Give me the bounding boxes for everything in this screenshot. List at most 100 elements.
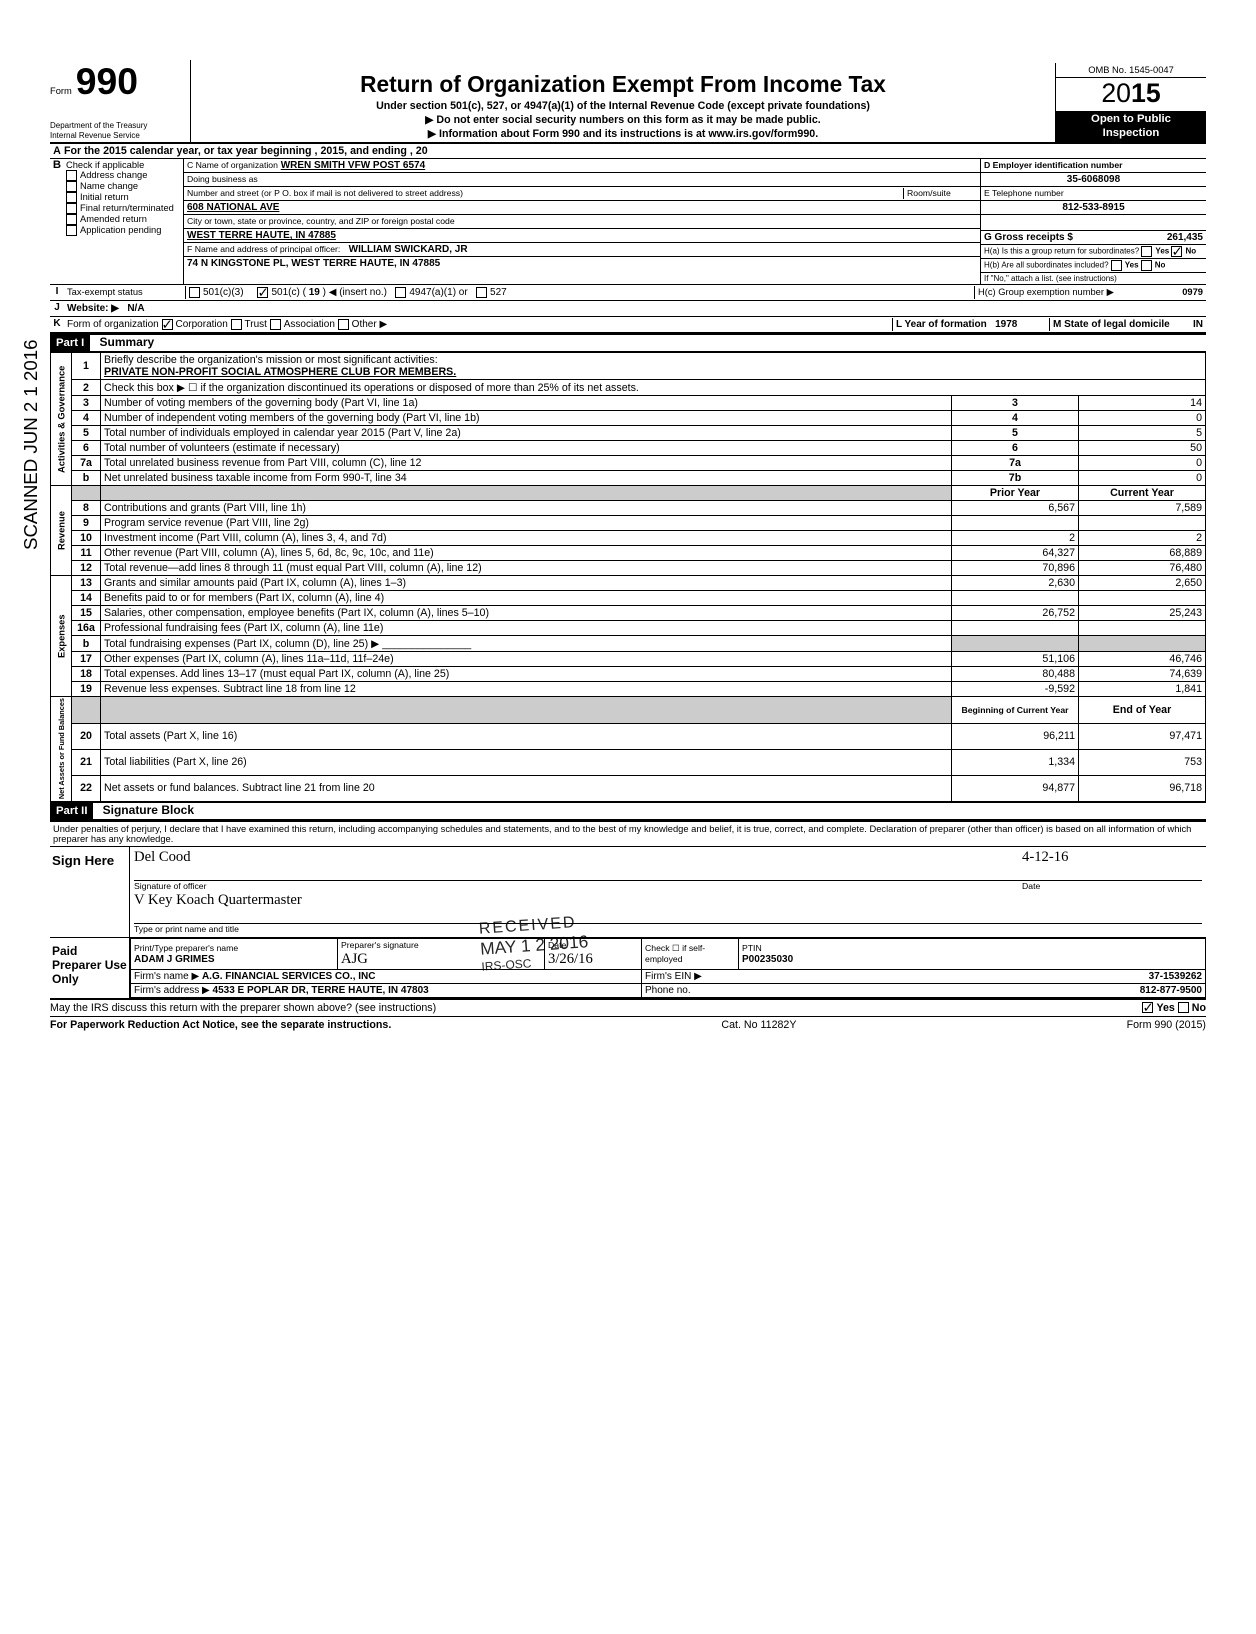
gov-b-5: 7b (952, 471, 1079, 486)
checkbox-trust[interactable] (231, 319, 242, 330)
checkbox-501c[interactable] (257, 287, 268, 298)
rev-p-3: 64,327 (952, 546, 1079, 561)
inspection: Inspection (1056, 127, 1206, 141)
firm-name-label: Firm's name ▶ (134, 971, 199, 982)
footer-right: Form 990 (2015) (1127, 1019, 1206, 1031)
checkbox-527[interactable] (476, 287, 487, 298)
checkbox-initial[interactable] (66, 192, 77, 203)
checkbox-pending[interactable] (66, 225, 77, 236)
net-c-1: 753 (1079, 749, 1206, 775)
rev-p-2: 2 (952, 531, 1079, 546)
opt-501c-num: 19 (309, 287, 320, 298)
exp-p-2: 26,752 (952, 606, 1079, 621)
opt-trust: Trust (245, 319, 267, 330)
line-a-text: For the 2015 calendar year, or tax year … (64, 145, 1206, 157)
d-ein: 35-6068098 (1067, 174, 1120, 185)
net-t-1: Total liabilities (Part X, line 26) (101, 749, 952, 775)
letter-b: B (50, 159, 64, 284)
checkbox-address[interactable] (66, 170, 77, 181)
exp-c-7: 1,841 (1079, 682, 1206, 697)
firm-addr-label: Firm's address ▶ (134, 985, 210, 996)
rev-t-2: Investment income (Part VIII, column (A)… (101, 531, 952, 546)
gov-b-1: 4 (952, 411, 1079, 426)
exp-t-6: Total expenses. Add lines 13–17 (must eq… (101, 667, 952, 682)
e-label: E Telephone number (984, 188, 1064, 198)
rev-n-0: 8 (72, 501, 101, 516)
sig-date: 4-12-16 (1022, 849, 1068, 865)
exp-n-7: 19 (72, 682, 101, 697)
exp-p-5: 51,106 (952, 652, 1079, 667)
checkbox-discuss-yes[interactable] (1142, 1002, 1153, 1013)
letter-j: J (50, 302, 64, 315)
subtitle-1: Under section 501(c), 527, or 4947(a)(1)… (199, 100, 1047, 112)
exp-c-1 (1079, 591, 1206, 606)
checkbox-amended[interactable] (66, 214, 77, 225)
gov-t-1: Number of independent voting members of … (101, 411, 952, 426)
end-hdr: End of Year (1079, 697, 1206, 723)
rev-t-3: Other revenue (Part VIII, column (A), li… (101, 546, 952, 561)
checkbox-corp[interactable] (162, 319, 173, 330)
exp-p-7: -9,592 (952, 682, 1079, 697)
gov-v-5: 0 (1079, 471, 1206, 486)
part-i-header: Part I (50, 335, 90, 351)
group-gov: Activities & Governance (51, 353, 72, 486)
f-label: F Name and address of principal officer: (187, 244, 340, 254)
opt-501c3: 501(c)(3) (203, 287, 244, 298)
check-item-3: Final return/terminated (80, 203, 174, 213)
rev-t-4: Total revenue—add lines 8 through 11 (mu… (101, 561, 952, 576)
gov-n-3: 6 (72, 441, 101, 456)
exp-t-2: Salaries, other compensation, employee b… (101, 606, 952, 621)
checkbox-final[interactable] (66, 203, 77, 214)
exp-n-1: 14 (72, 591, 101, 606)
check-item-5: Application pending (80, 225, 161, 235)
form-label: Form (50, 86, 72, 96)
form-title: Return of Organization Exempt From Incom… (199, 71, 1047, 98)
checkbox-4947[interactable] (395, 287, 406, 298)
checkbox-hb-no[interactable] (1141, 260, 1152, 271)
perjury-text: Under penalties of perjury, I declare th… (50, 822, 1206, 846)
c-label: C Name of organization (187, 160, 278, 170)
no-2: No (1155, 261, 1166, 270)
checkbox-namechange[interactable] (66, 181, 77, 192)
part-i-label: Summary (94, 335, 155, 349)
checkbox-ha-no[interactable] (1171, 246, 1182, 257)
ptin-label: PTIN (742, 943, 762, 953)
dba-label: Doing business as (187, 174, 258, 184)
check-item-4: Amended return (80, 214, 147, 224)
city-label: City or town, state or province, country… (187, 216, 455, 226)
officer-name: V Key Koach Quartermaster (134, 892, 302, 908)
omb-number: OMB No. 1545-0047 (1056, 63, 1206, 78)
checkbox-other[interactable] (338, 319, 349, 330)
firm-ein: 37-1539262 (1149, 971, 1202, 982)
exp-n-3: 16a (72, 621, 101, 636)
check-label: Check if applicable (66, 160, 181, 170)
year-formation-label: L Year of formation (896, 319, 987, 330)
checkbox-501c3[interactable] (189, 287, 200, 298)
d-label: D Employer identification number (984, 160, 1123, 170)
form-org-label: Form of organization (67, 319, 159, 330)
checkbox-ha-yes[interactable] (1141, 246, 1152, 257)
rev-c-2: 2 (1079, 531, 1206, 546)
paid-preparer-label: Paid Preparer Use Only (52, 944, 127, 986)
group-rev: Revenue (51, 486, 72, 576)
subtitle-2: ▶ Do not enter social security numbers o… (199, 113, 1047, 126)
year-big: 15 (1131, 78, 1161, 108)
exp-c-5: 46,746 (1079, 652, 1206, 667)
gov-t-3: Total number of volunteers (estimate if … (101, 441, 952, 456)
hc-val: 0979 (1182, 287, 1203, 297)
gov-t-4: Total unrelated business revenue from Pa… (101, 456, 952, 471)
net-p-0: 96,211 (952, 723, 1079, 749)
opt-4947: 4947(a)(1) or (409, 287, 467, 298)
rev-n-3: 11 (72, 546, 101, 561)
net-p-2: 94,877 (952, 775, 1079, 801)
exp-n-4: b (72, 636, 101, 652)
firm-name: A.G. FINANCIAL SERVICES CO., INC (202, 971, 376, 982)
prep-check-label: Check ☐ if self-employed (642, 938, 739, 969)
checkbox-hb-yes[interactable] (1111, 260, 1122, 271)
checkbox-assoc[interactable] (270, 319, 281, 330)
gov-b-2: 5 (952, 426, 1079, 441)
open-public: Open to Public (1056, 113, 1206, 127)
exp-t-1: Benefits paid to or for members (Part IX… (101, 591, 952, 606)
c-org-name: WREN SMITH VFW POST 6574 (281, 160, 425, 171)
checkbox-discuss-no[interactable] (1178, 1002, 1189, 1013)
